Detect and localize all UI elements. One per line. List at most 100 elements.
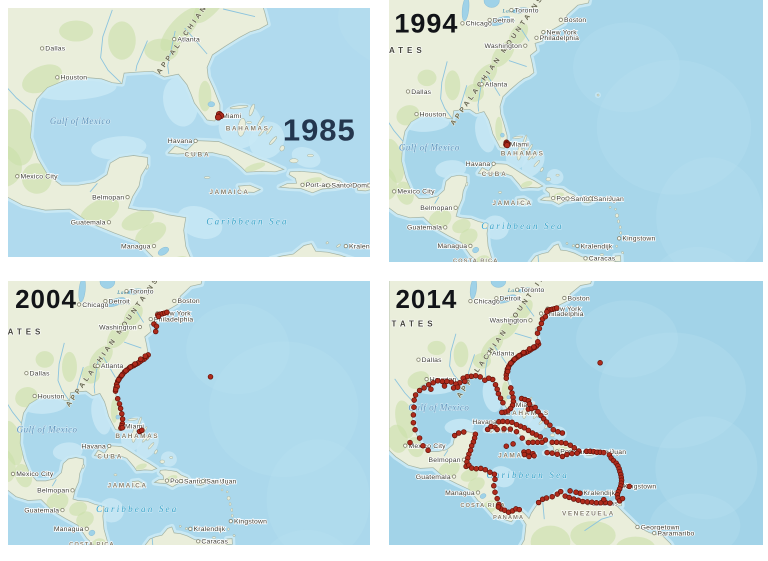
sighting-dot [137, 356, 144, 362]
sighting-dot [139, 427, 145, 434]
country-label-cuba: CUBA [97, 453, 123, 460]
sighting-dot [487, 469, 493, 475]
city-label-kralendijk: Kralendijk [583, 490, 615, 497]
sighting-dot [495, 390, 502, 397]
sea-label-lake-ontario: Lake Ontario [501, 9, 538, 15]
river [222, 8, 256, 18]
sighting-dot [626, 483, 633, 490]
sighting-dot [448, 379, 455, 385]
sighting-dot [547, 422, 553, 428]
sea-label-caribbean-sea: Caribbean Sea [481, 221, 563, 231]
sighting-dot [482, 466, 489, 473]
sighting-dot [484, 426, 491, 433]
city-marker-mexico-city [403, 443, 408, 448]
sea-label-lake-erie: Lake Erie [104, 300, 131, 306]
river [184, 27, 208, 55]
sighting-dot [501, 426, 507, 432]
river [76, 366, 84, 392]
sighting-dot [584, 499, 591, 505]
sighting-dot [454, 384, 461, 390]
sighting-dot [564, 451, 570, 458]
city-label-miami: Miami [516, 402, 535, 409]
city-label-miami: Miami [222, 113, 241, 120]
sighting-dot [535, 408, 541, 415]
city-label-managua: Managua [54, 526, 84, 533]
sighting-dot [494, 426, 500, 433]
sighting-dot [455, 430, 462, 436]
map-svg-2014: Gulf of Mexico Caribbean Sea Lake Erie Lake… [389, 281, 763, 545]
city-label-kingstown: Kingstown [622, 236, 655, 243]
city-marker-toronto [509, 8, 514, 13]
city-label-managua: Managua [437, 243, 467, 250]
city-marker-new-york [541, 30, 546, 35]
city-marker-havana [193, 138, 198, 143]
city-label-houston: Houston [60, 75, 87, 82]
sighting-dot [526, 453, 532, 460]
city-label-houston: Houston [420, 111, 447, 118]
city-label-detroit: Detroit [109, 298, 130, 305]
sighting-dot [574, 450, 580, 456]
city-label-havana: Havana [472, 419, 497, 426]
lake [506, 395, 511, 400]
sighting-dot [525, 439, 532, 446]
country-label-states: STATES [389, 46, 426, 55]
river [520, 28, 530, 42]
terrain-layer [8, 281, 205, 545]
sighting-dot [521, 425, 528, 431]
country-label-panama: PANAMA [493, 515, 524, 521]
city-marker-detroit [487, 17, 492, 23]
sighting-dot [549, 493, 555, 500]
sea-label-gulf-of-mexico: Gulf of Mexico [399, 142, 460, 152]
city-label-paramaribo: Paramaribo [657, 530, 694, 537]
sighting-dot [553, 305, 560, 311]
lake [207, 101, 215, 108]
city-marker-boston [558, 17, 563, 22]
sighting-dot [504, 418, 511, 425]
river [449, 333, 461, 383]
sighting-dot [119, 416, 126, 422]
river [167, 30, 176, 75]
city-label-philadelphia: Philadelphia [544, 311, 583, 318]
sighting-dot [557, 488, 564, 495]
city-label-dallas: Dallas [422, 357, 442, 364]
city-marker-port-au-prince [164, 478, 170, 483]
sighting-dot [119, 411, 125, 417]
sighting-dot [207, 374, 214, 380]
sighting-dot [508, 360, 514, 366]
city-marker-atlanta [172, 37, 177, 42]
city-label-havana: Havana [81, 443, 106, 450]
river [467, 354, 476, 376]
country-label-costa-rica: COSTA RICA [69, 542, 114, 545]
sighting-dot [580, 498, 586, 505]
sea-label-lake-erie: Lake Erie [488, 19, 515, 25]
city-label-atlanta: Atlanta [492, 351, 515, 358]
city-marker-guatemala [443, 225, 448, 230]
sighting-dot [152, 328, 159, 335]
city-marker-atlanta [486, 351, 491, 356]
city-label-managua: Managua [445, 490, 475, 497]
city-marker-santo-domingo [178, 478, 183, 484]
city-marker-guatemala [106, 220, 112, 225]
city-marker-kralendijk [575, 243, 580, 249]
city-label-santo-domingo: Santo Domingo [331, 183, 370, 190]
sighting-dot [117, 405, 124, 412]
city-marker-washington [523, 43, 528, 48]
city-label-boston: Boston [564, 17, 586, 24]
sighting-dot [519, 435, 525, 441]
city-marker-washington [528, 318, 533, 323]
city-label-guatemala: Guatemala [71, 220, 106, 227]
city-label-santo-domingo: Santo Domingo [184, 478, 233, 485]
lake [78, 281, 86, 303]
sighting-dot [531, 453, 537, 459]
sighting-dot [214, 113, 222, 121]
city-marker-philadelphia [538, 311, 544, 316]
sighting-dot [164, 309, 170, 316]
lake [99, 281, 116, 289]
city-marker-port-au-prince [551, 195, 556, 201]
river [151, 538, 155, 545]
sighting-dot [119, 372, 125, 379]
city-label-toronto: Toronto [520, 287, 544, 294]
city-label-toronto: Toronto [515, 7, 539, 14]
sighting-dot [510, 441, 516, 447]
